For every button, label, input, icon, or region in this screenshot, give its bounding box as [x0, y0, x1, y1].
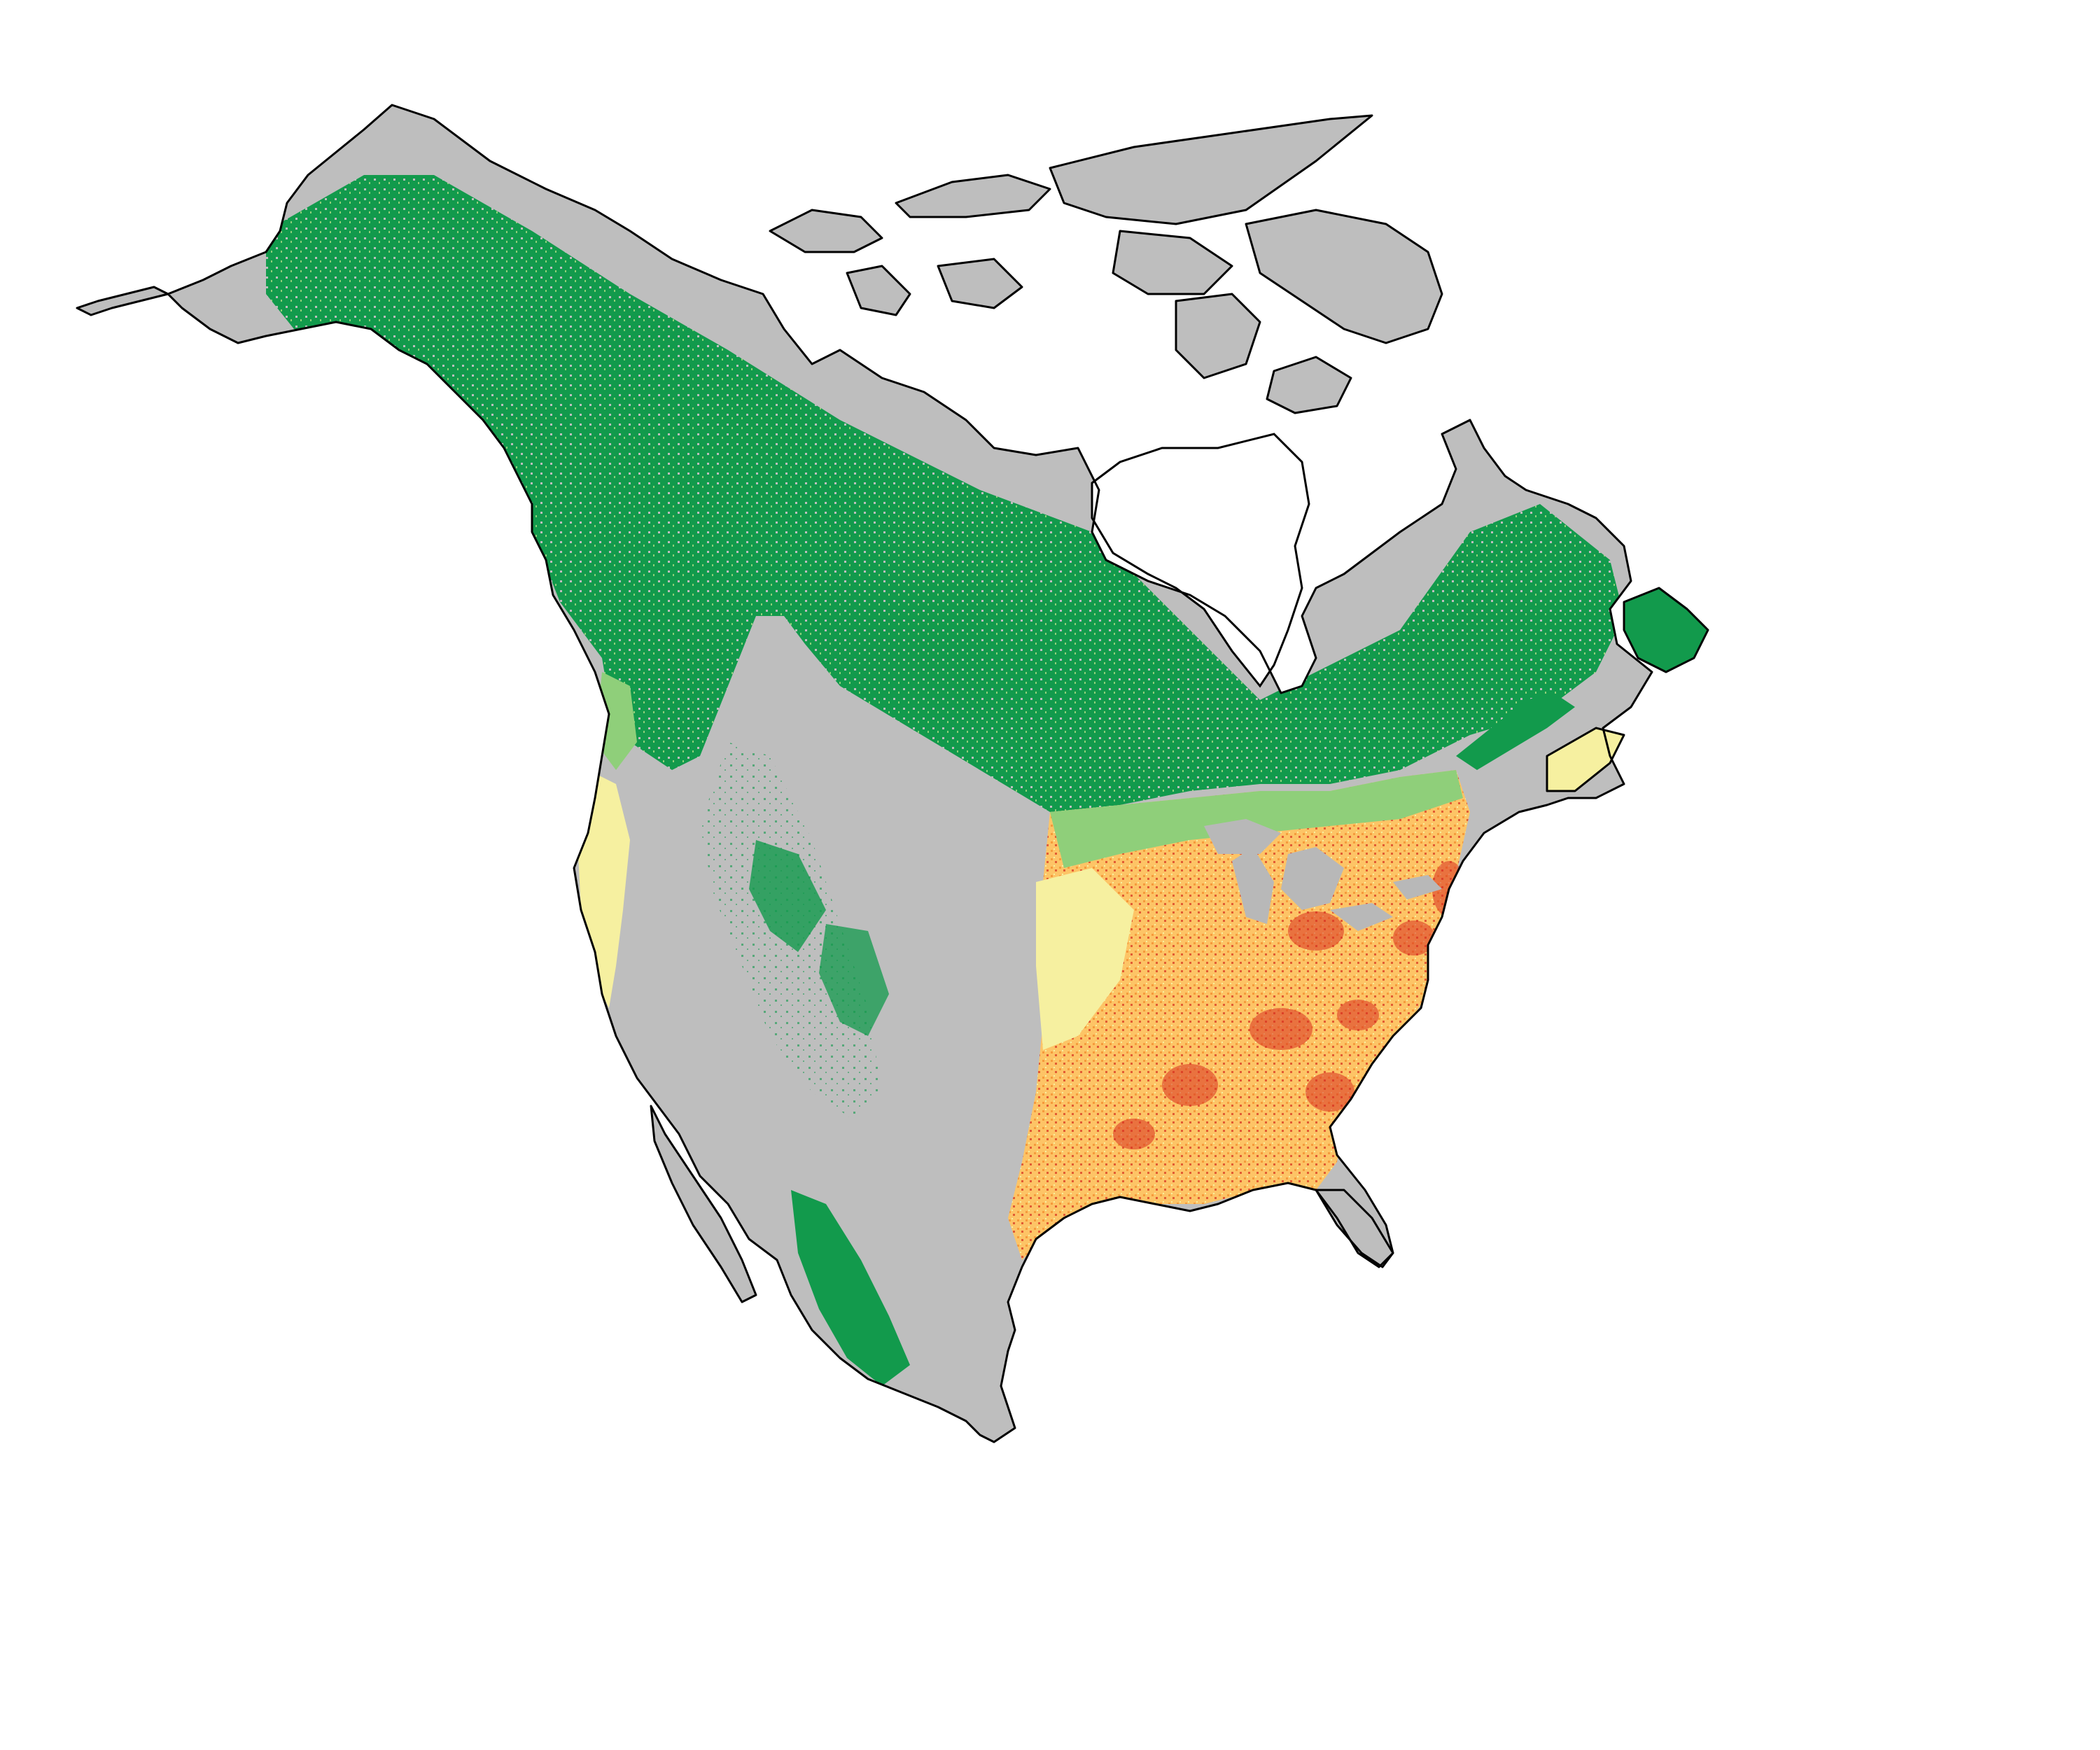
land-shape — [938, 259, 1022, 308]
transition-band — [1050, 770, 1463, 868]
coastline — [1112, 230, 1233, 295]
coastline — [1091, 433, 1310, 688]
great-lake — [1232, 847, 1274, 924]
great-lake — [1281, 847, 1344, 910]
great-lake — [1204, 819, 1281, 854]
hotspot-patch — [1113, 1119, 1155, 1149]
great-lake — [1330, 903, 1393, 931]
coastline — [650, 1105, 757, 1303]
land-shape — [1050, 115, 1372, 224]
land-shape — [651, 1106, 756, 1302]
coastline — [1245, 209, 1443, 344]
coastline — [1546, 727, 1625, 792]
hotspot-patch — [1250, 1008, 1312, 1050]
land-shape — [1246, 210, 1442, 343]
hotspot-patch — [1306, 1072, 1354, 1112]
hotspot-patch — [1288, 911, 1344, 951]
coastline — [769, 209, 883, 253]
land-shape — [1267, 357, 1351, 413]
raster-value-layer — [266, 175, 1708, 1386]
coastline — [1266, 356, 1352, 414]
western-transition-region — [1036, 868, 1134, 1050]
hotspot-patch — [1337, 1000, 1379, 1030]
land-shape — [77, 287, 168, 315]
great-lake — [1393, 875, 1442, 899]
boreal-forest-region — [266, 175, 1624, 812]
hotspot-patch — [1393, 920, 1435, 955]
st-lawrence-gulf — [1456, 693, 1575, 770]
coastline — [895, 174, 1051, 218]
mountain-forest-patch — [749, 840, 826, 952]
coastline — [76, 286, 169, 316]
pacific-northwest-region — [595, 672, 637, 770]
nova-scotia-region — [1547, 728, 1624, 791]
hotspot-patch — [1162, 1064, 1218, 1106]
land-shape — [1316, 1190, 1393, 1267]
coastline — [1315, 1189, 1394, 1268]
coastline — [1175, 293, 1261, 379]
mountain-forest-patch — [819, 924, 889, 1036]
land-shape — [770, 210, 882, 252]
land-shape — [896, 175, 1050, 217]
inland-water-layer — [1092, 434, 1575, 931]
land-shape — [1176, 294, 1260, 378]
coastline — [1049, 114, 1373, 225]
coastline — [846, 265, 911, 316]
coastline — [937, 258, 1023, 309]
coastline — [1623, 587, 1709, 673]
hudson-bay — [1092, 434, 1309, 686]
mexico-forest-region — [791, 1190, 910, 1386]
coastline-layer — [76, 104, 1709, 1443]
